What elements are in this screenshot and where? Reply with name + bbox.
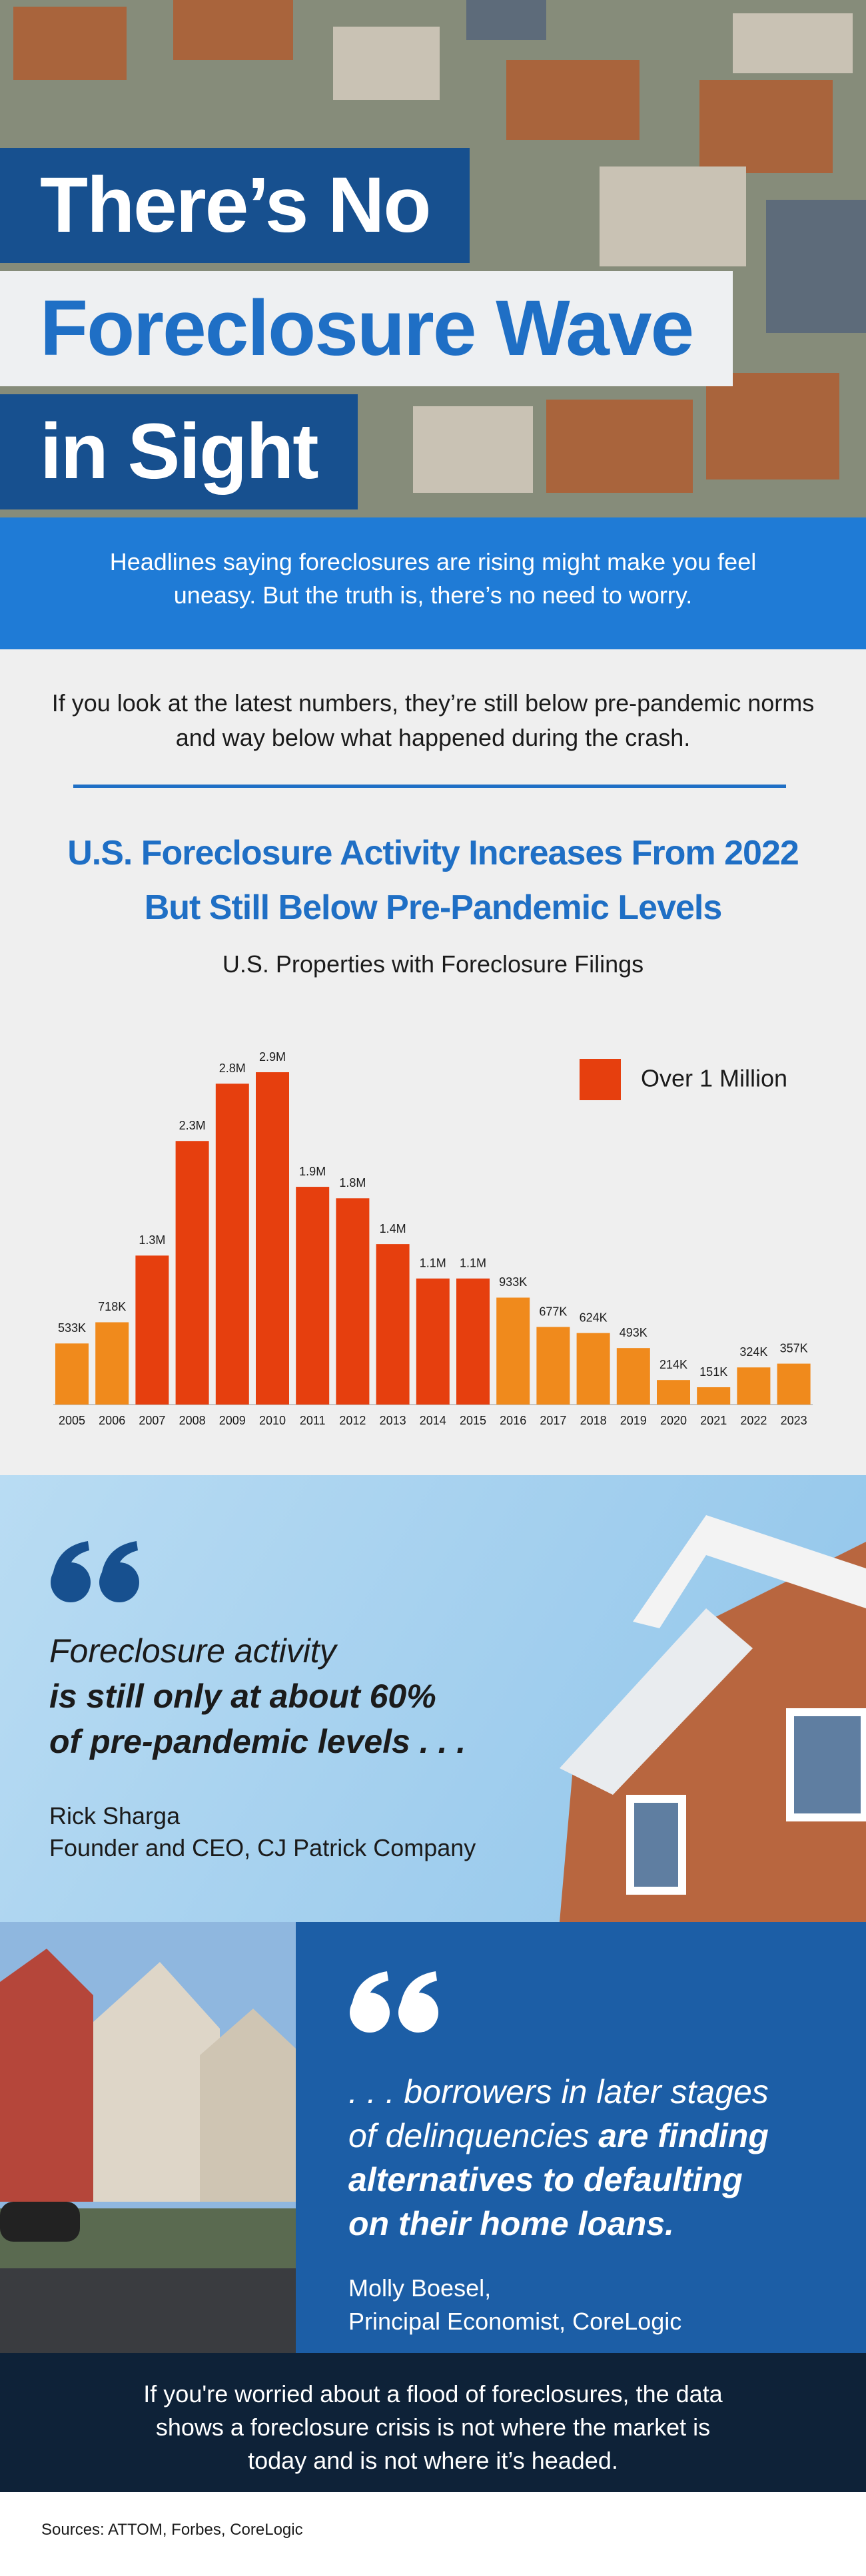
attribution: Rick Sharga Founder and CEO, CJ Patrick … bbox=[49, 1800, 476, 1864]
x-tick-label: 2019 bbox=[620, 1414, 647, 1427]
value-label: 2.9M bbox=[259, 1050, 286, 1064]
x-tick-label: 2015 bbox=[460, 1414, 486, 1427]
bar bbox=[256, 1072, 289, 1405]
legend-swatch bbox=[580, 1059, 621, 1100]
bar bbox=[616, 1348, 650, 1405]
sources: Sources: ATTOM, Forbes, CoreLogic bbox=[41, 2521, 303, 2539]
quote-segment: of delinquencies bbox=[348, 2117, 590, 2154]
quote-name: Molly Boesel, bbox=[348, 2274, 492, 2302]
bar bbox=[55, 1343, 89, 1405]
title-line: There’s No bbox=[0, 148, 470, 263]
x-tick-label: 2016 bbox=[500, 1414, 526, 1427]
closing-text: If you're worried about a flood of forec… bbox=[143, 2380, 723, 2474]
x-tick-label: 2020 bbox=[660, 1414, 687, 1427]
x-tick-label: 2017 bbox=[540, 1414, 566, 1427]
chart: Over 1 Million 533K 2005 718K 2006 1.3M 2007 2.… bbox=[53, 1050, 813, 1427]
value-label: 1.4M bbox=[380, 1222, 406, 1235]
bar bbox=[416, 1278, 450, 1405]
quote-text: Foreclosure activity is still only at ab… bbox=[49, 1628, 466, 1764]
value-label: 357K bbox=[780, 1341, 808, 1355]
quote-text: . . . borrowers in later stages of delin… bbox=[348, 2070, 769, 2246]
quote-line: alternatives to defaulting bbox=[348, 2161, 743, 2198]
value-label: 1.3M bbox=[139, 1233, 165, 1247]
bar bbox=[496, 1297, 530, 1405]
bar bbox=[456, 1278, 490, 1405]
value-label: 533K bbox=[58, 1321, 86, 1335]
quote-mark bbox=[350, 1971, 438, 2033]
value-label: 1.9M bbox=[299, 1165, 326, 1178]
x-tick-label: 2010 bbox=[259, 1414, 286, 1427]
quote-section: Foreclosure activity is still only at ab… bbox=[0, 1475, 866, 1922]
x-tick-label: 2009 bbox=[219, 1414, 246, 1427]
bar bbox=[777, 1363, 811, 1405]
value-label: 493K bbox=[620, 1326, 648, 1339]
chart-subtitle: U.S. Properties with Foreclosure Filings bbox=[222, 950, 644, 978]
value-label: 1.1M bbox=[460, 1256, 486, 1269]
lead-text: If you look at the latest numbers, they’… bbox=[51, 689, 815, 751]
value-label: 933K bbox=[499, 1275, 527, 1289]
quote-mark bbox=[51, 1541, 139, 1602]
bar bbox=[296, 1187, 330, 1405]
chart-section: If you look at the latest numbers, they’… bbox=[0, 649, 866, 1475]
quote-line: of delinquencies are finding bbox=[348, 2114, 769, 2158]
chart-title: U.S. Foreclosure Activity Increases From… bbox=[67, 834, 799, 927]
closing-band: If you're worried about a flood of forec… bbox=[0, 2353, 866, 2492]
x-tick-label: 2014 bbox=[420, 1414, 446, 1427]
x-tick-label: 2011 bbox=[300, 1414, 326, 1427]
x-tick-label: 2005 bbox=[59, 1414, 85, 1427]
quote-line: Foreclosure activity bbox=[49, 1632, 336, 1670]
quote-section: . . . borrowers in later stages of delin… bbox=[0, 1922, 866, 2353]
value-label: 2.3M bbox=[179, 1119, 206, 1132]
value-label: 1.1M bbox=[420, 1256, 446, 1269]
bar bbox=[175, 1141, 209, 1405]
value-label: 324K bbox=[739, 1345, 767, 1359]
bar bbox=[336, 1198, 370, 1405]
street-photo bbox=[0, 1922, 296, 2353]
x-tick-label: 2008 bbox=[179, 1414, 206, 1427]
bar bbox=[576, 1333, 610, 1405]
quote-line: is still only at about 60% bbox=[49, 1678, 436, 1715]
bar bbox=[215, 1084, 249, 1405]
value-label: 624K bbox=[580, 1311, 608, 1324]
bar bbox=[376, 1244, 410, 1405]
value-label: 2.8M bbox=[219, 1062, 246, 1075]
bar bbox=[135, 1255, 169, 1405]
bar bbox=[737, 1367, 771, 1405]
bar bbox=[536, 1327, 570, 1405]
title-line: in Sight bbox=[0, 394, 358, 509]
attribution: Molly Boesel, Principal Economist, CoreL… bbox=[348, 2272, 681, 2338]
x-tick-label: 2007 bbox=[139, 1414, 165, 1427]
house-photo bbox=[560, 1515, 866, 1922]
bar bbox=[697, 1387, 731, 1405]
quote-segment: are finding bbox=[598, 2117, 769, 2154]
x-tick-label: 2013 bbox=[380, 1414, 406, 1427]
value-label: 151K bbox=[699, 1365, 727, 1379]
quote-role: Principal Economist, CoreLogic bbox=[348, 2308, 682, 2335]
x-tick-label: 2018 bbox=[580, 1414, 607, 1427]
value-label: 1.8M bbox=[339, 1176, 366, 1189]
title-line: Foreclosure Wave bbox=[0, 271, 733, 386]
x-tick-label: 2012 bbox=[339, 1414, 366, 1427]
bar bbox=[657, 1380, 690, 1405]
quote-line: of pre-pandemic levels . . . bbox=[49, 1723, 466, 1760]
legend-label: Over 1 Million bbox=[641, 1065, 787, 1092]
divider bbox=[73, 785, 786, 788]
quote-name: Rick Sharga bbox=[49, 1802, 181, 1829]
x-tick-label: 2022 bbox=[740, 1414, 767, 1427]
x-tick-label: 2006 bbox=[99, 1414, 125, 1427]
intro-text: Headlines saying foreclosures are rising… bbox=[109, 548, 757, 609]
value-label: 214K bbox=[659, 1358, 687, 1371]
quote-role: Founder and CEO, CJ Patrick Company bbox=[49, 1834, 476, 1861]
value-label: 718K bbox=[98, 1300, 126, 1313]
value-label: 677K bbox=[539, 1305, 567, 1318]
bar bbox=[95, 1322, 129, 1405]
x-tick-label: 2021 bbox=[700, 1414, 727, 1427]
quote-line: . . . borrowers in later stages bbox=[348, 2073, 769, 2110]
intro-band: Headlines saying foreclosures are rising… bbox=[0, 517, 866, 649]
x-tick-label: 2023 bbox=[781, 1414, 807, 1427]
quote-line: on their home loans. bbox=[348, 2205, 674, 2242]
